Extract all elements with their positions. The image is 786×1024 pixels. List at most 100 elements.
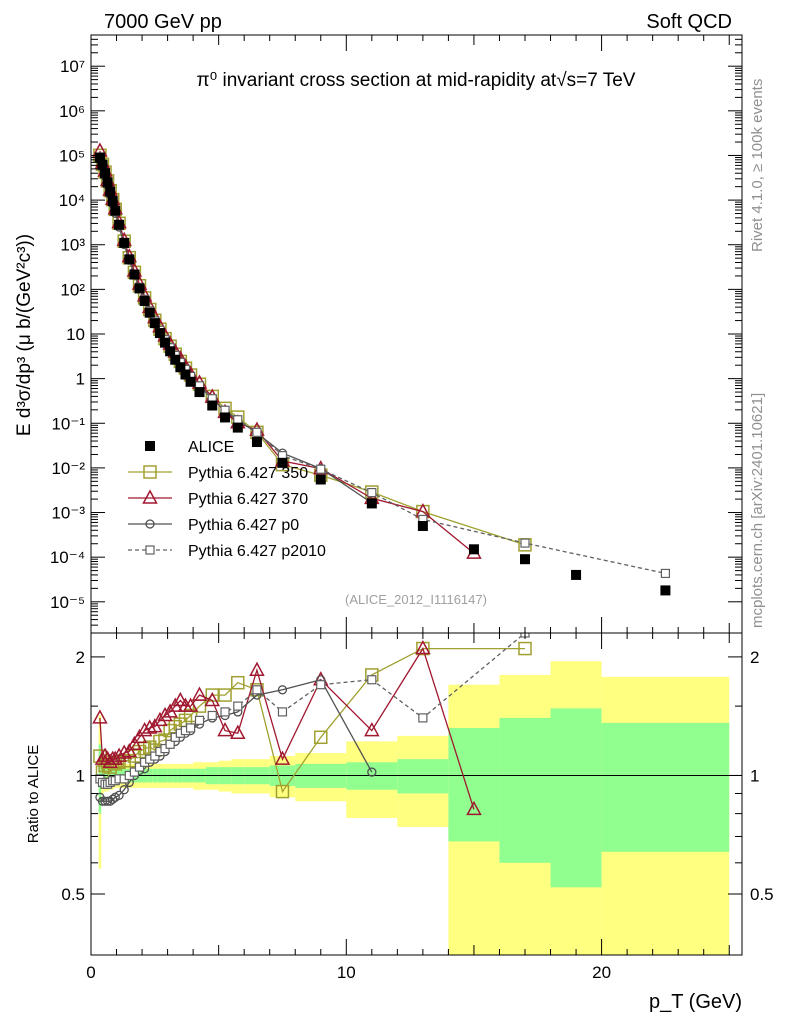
header-left: 7000 GeV pp [104,11,222,33]
stat-band-green [397,759,449,794]
alice-point [232,422,243,433]
mc-line [99,159,373,504]
alice-point [97,159,108,170]
alice-point [105,186,116,197]
stat-band-green [550,708,602,888]
mc-point [520,538,530,548]
ratio-point [194,715,205,725]
ratio-data [92,622,669,816]
legend: ALICE Pythia 6.427 350 Pythia 6.427 370 Pyt… [128,439,326,560]
ratio-point [204,691,221,707]
ratio-x-ticks: 0 10 20 [86,633,730,982]
ratio-point [274,750,291,765]
main-panel: 10⁻⁵ 10⁻⁴ 10⁻³ 10⁻² 10⁻¹ 1 10 10² 10³ 10⁴ 10⁵ 10⁶ 10… [14,34,743,634]
mcplots-label: mcplots.cern.ch [arXiv:2401.10621] [749,393,766,628]
chart-title: π⁰ invariant cross section at mid-rapidi… [197,70,636,91]
alice-point [660,585,671,596]
alice-point [520,554,530,565]
legend-marker [145,441,155,451]
ratio-panel: 0.5 0.5 1 1 2 2 0 10 20 Ratio to ALICE p_T (GeV… [25,622,774,1013]
alice-point [315,474,326,485]
ratio-uncertainty-bands [91,661,742,955]
x-tick-label: 0 [86,963,95,982]
alice-point [165,346,176,357]
ratio-point [218,688,232,702]
ratio-point [661,622,669,630]
alice-point [251,437,262,448]
alice-point [277,457,288,468]
ratio-point [114,790,124,801]
legend-marker [145,545,155,555]
ratio-point [367,767,377,777]
alice-point [220,412,231,423]
ratio-y-ticks: 0.5 0.5 1 1 2 2 [61,648,773,904]
legend-label: Pythia 6.427 370 [188,491,308,508]
ratio-point [102,796,113,806]
alice-point [149,318,160,329]
ratio-point [172,691,189,707]
ratio-point [249,661,265,676]
legend-marker [145,519,155,529]
x-tick-label: 20 [592,963,611,982]
ratio-y-tick-label-right: 1 [750,766,759,785]
y-tick-label: 10³ [60,236,85,255]
ratio-point [231,675,245,690]
alice-point [94,152,105,163]
ratio-y-tick-label: 2 [76,648,85,667]
ratio-y-tick-label: 0.5 [61,885,85,904]
legend-marker [142,489,158,504]
ratio-point [121,742,138,758]
alice-point [119,237,130,248]
alice-point [180,369,191,380]
ratio-point [134,762,145,772]
alice-point [571,569,582,580]
ratio-point [136,722,153,737]
ratio-point [314,730,328,745]
mc-point [316,464,326,474]
alice-point [134,283,145,294]
alice-point [366,498,377,509]
y-tick-label: 10⁶ [59,102,85,121]
ratio-point [277,707,288,717]
x-tick-label: 10 [337,963,356,982]
alice-point [154,328,165,339]
y-tick-label: 10⁻⁵ [50,593,85,612]
alice-point [110,205,121,216]
y-tick-label: 1 [76,370,85,389]
ratio-point [217,722,233,737]
main-y-ticks: 10⁻⁵ 10⁻⁴ 10⁻³ 10⁻² 10⁻¹ 1 10 10² 10³ 10⁴ 10⁵ 10⁶ 10… [50,34,742,634]
mc-point [367,487,377,498]
ratio-y-tick-label-right: 2 [750,648,759,667]
y-tick-label: 10⁻² [51,459,85,478]
mc-point [252,427,262,437]
legend-label: Pythia 6.427 350 [188,465,308,482]
ratio-point [191,686,208,701]
ratio-point [119,785,129,795]
ratio-point [367,675,377,685]
ratio-point [165,739,175,749]
mc-point [660,568,671,579]
ratio-y-tick-label: 1 [76,766,85,785]
ratio-point [275,784,290,799]
alice-point [468,544,479,555]
ratio-point [157,706,173,722]
main-data-clipped [92,142,671,596]
alice-point [114,219,125,230]
x-axis-label: p_T (GeV) [649,991,742,1013]
ratio-point [233,701,243,711]
ratio-point [92,709,108,724]
y-tick-label: 10 [66,325,85,344]
alice-point [170,354,181,365]
ratio-point [277,685,288,695]
alice-point [129,269,140,280]
ratio-point [518,641,532,656]
alice-point [139,295,150,306]
main-x-ticks [90,35,730,633]
ratio-point [418,713,428,723]
y-tick-label: 10² [60,280,85,299]
ratio-y-tick-label-right: 0.5 [750,885,774,904]
y-tick-label: 10⁻¹ [51,414,85,433]
y-tick-label: 10⁷ [60,57,85,76]
alice-point [124,254,135,265]
